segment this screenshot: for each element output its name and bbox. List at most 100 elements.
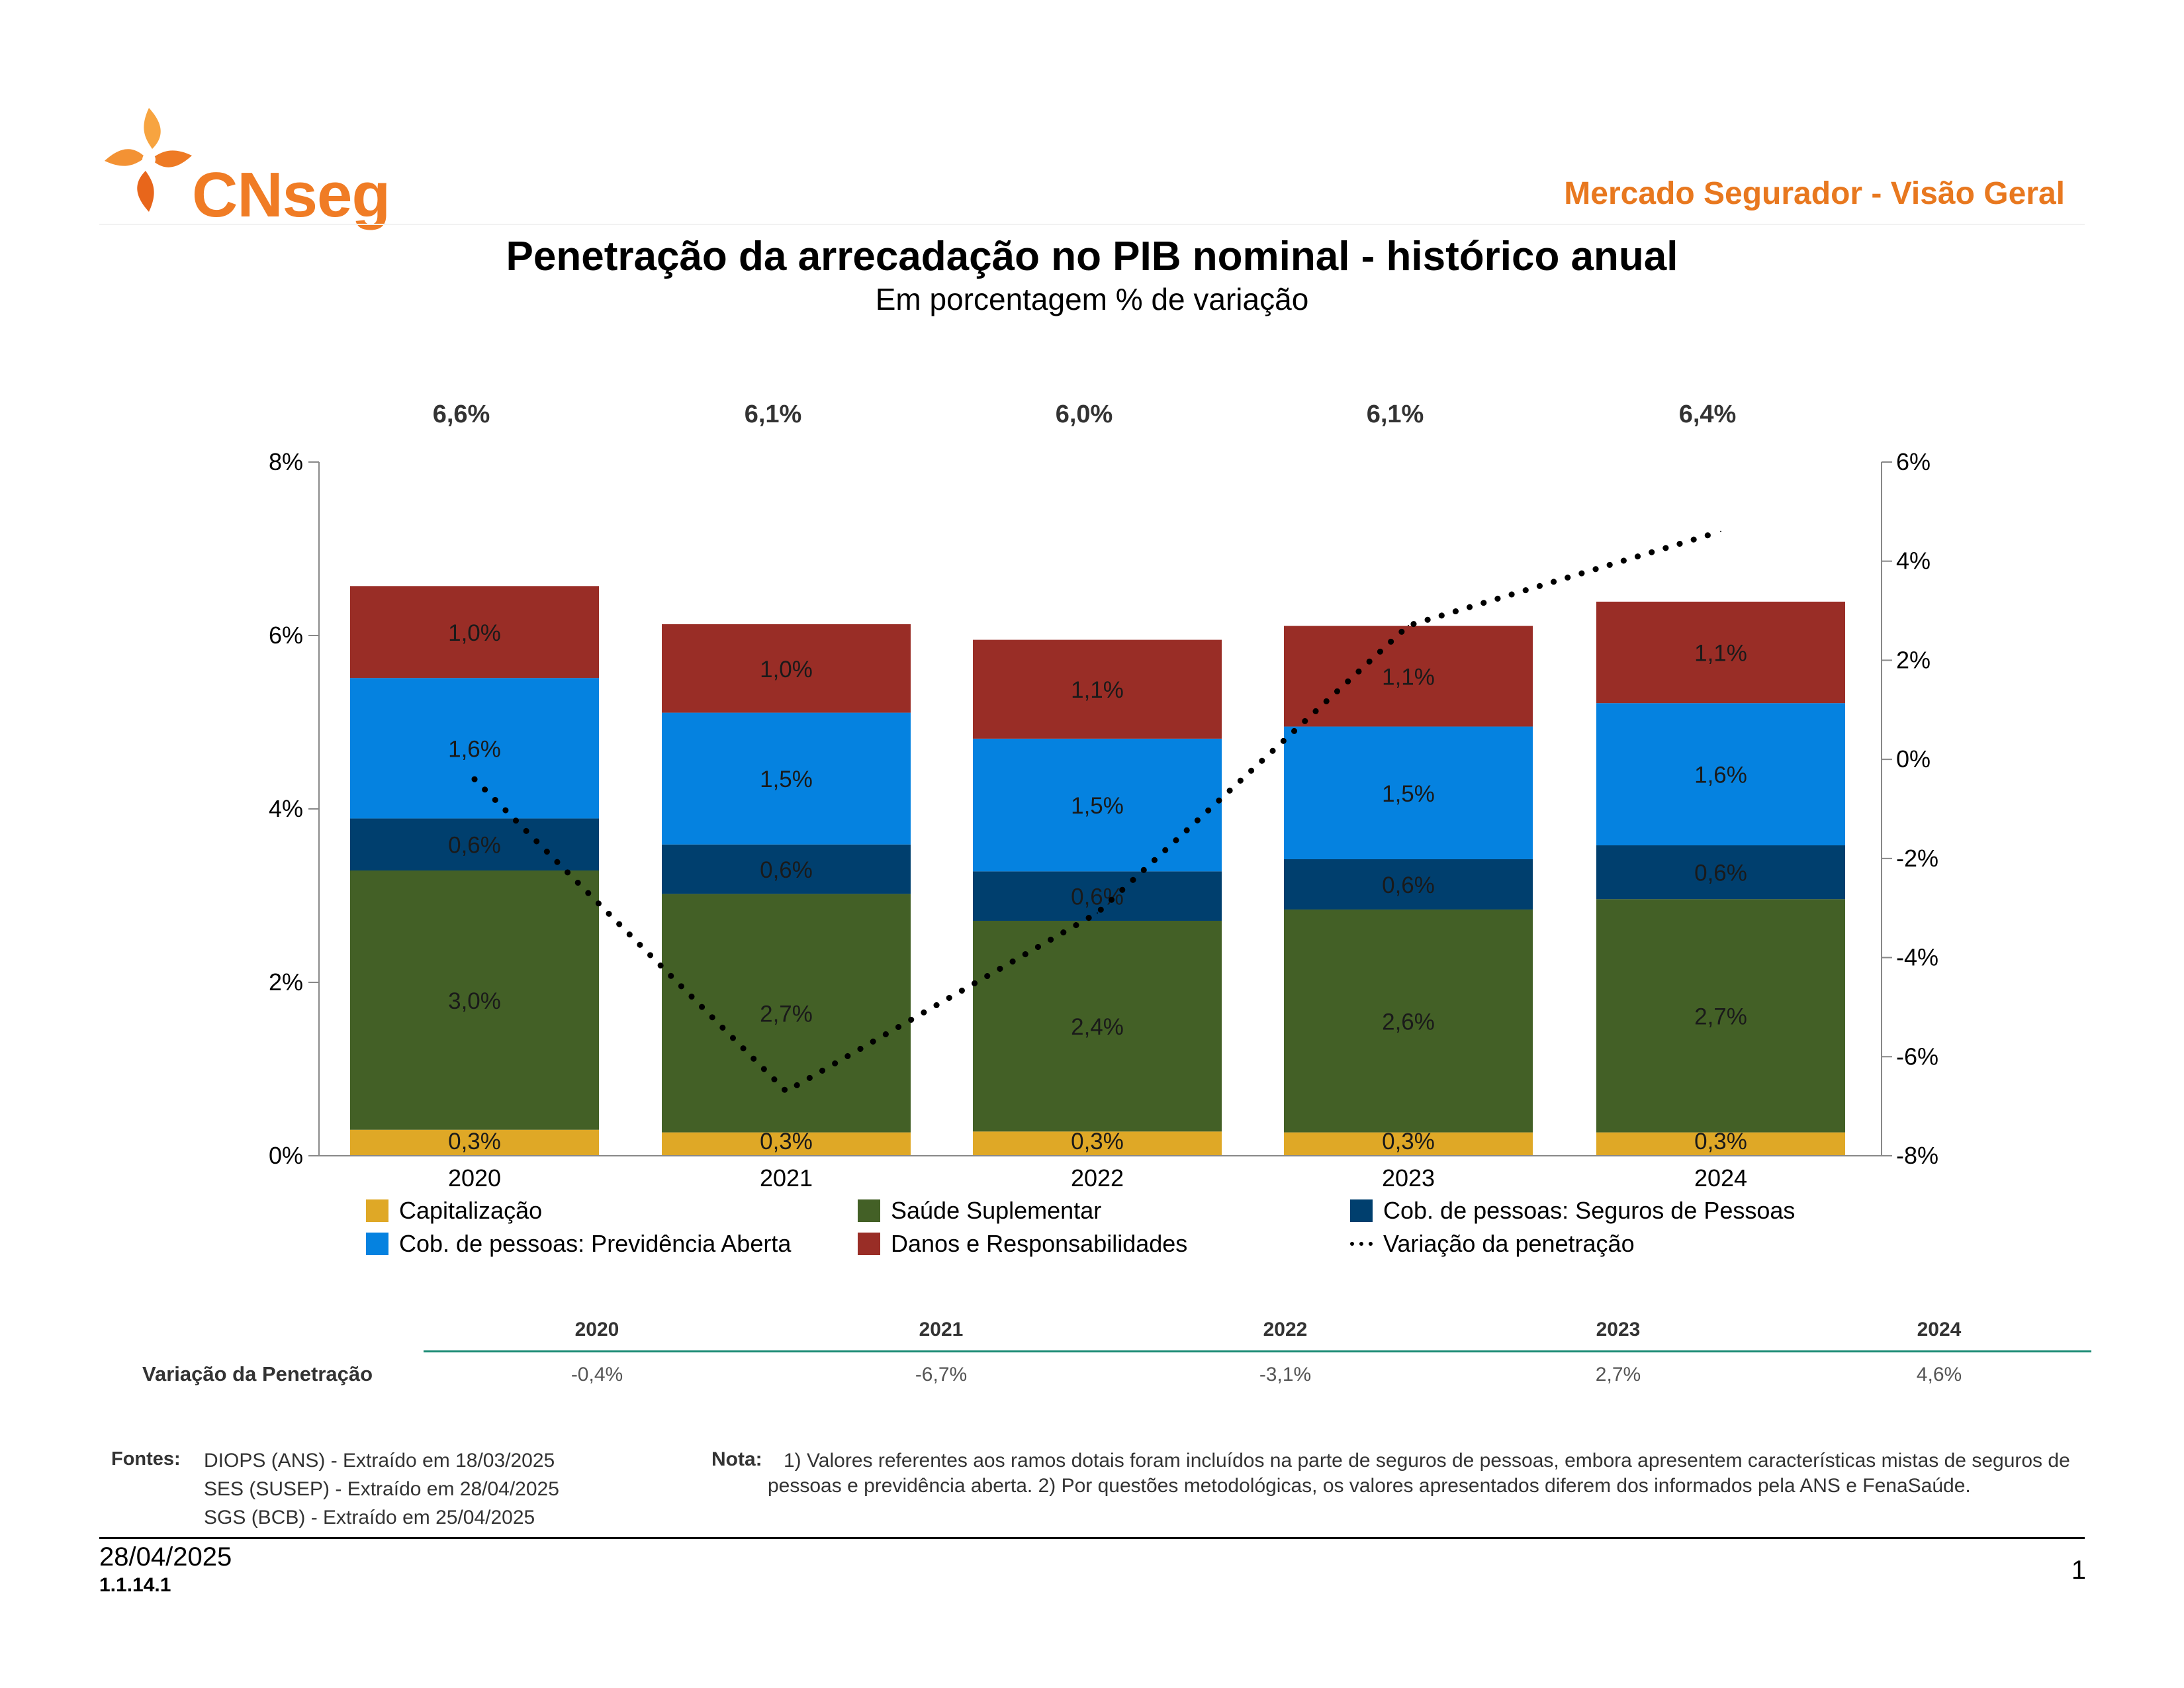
legend-line-marker bbox=[1350, 1233, 1373, 1255]
footer-divider bbox=[99, 1537, 2085, 1539]
bar-value-label: 0,3% bbox=[1694, 1129, 1747, 1154]
bar-value-label: 3,0% bbox=[448, 988, 501, 1014]
bar-total-label: 6,6% bbox=[433, 400, 490, 428]
y-right-tick-label: -2% bbox=[1896, 845, 1938, 872]
bar-value-label: 1,6% bbox=[448, 736, 501, 762]
y-left-tick-label: 0% bbox=[269, 1142, 303, 1169]
legend-label: Variação da penetração bbox=[1383, 1230, 1635, 1257]
sources-label: Fontes: bbox=[111, 1448, 181, 1470]
bar-segment bbox=[1284, 726, 1533, 859]
legend-swatch bbox=[1350, 1199, 1373, 1222]
table-header-2020: 2020 bbox=[574, 1319, 619, 1340]
y-right-tick-label: 6% bbox=[1896, 448, 1931, 475]
bar-segment bbox=[1596, 845, 1845, 900]
bar-value-label: 0,3% bbox=[760, 1129, 813, 1154]
logo-text: CNseg bbox=[192, 160, 390, 230]
table-cell-2024: 4,6% bbox=[1916, 1364, 1962, 1385]
bar-value-label: 2,4% bbox=[1071, 1014, 1124, 1040]
legend-item-previdencia: Cob. de pessoas: Previdência Aberta bbox=[366, 1230, 791, 1258]
bar-value-label: 2,7% bbox=[760, 1002, 813, 1027]
x-tick-label: 2020 bbox=[448, 1164, 501, 1192]
bar-segment bbox=[973, 639, 1222, 739]
bar-segment bbox=[973, 738, 1222, 872]
table-cell-2022: -3,1% bbox=[1259, 1364, 1312, 1385]
bar-segment bbox=[662, 1132, 911, 1156]
bar-total-label: 6,4% bbox=[1679, 400, 1737, 428]
footer-date: 28/04/2025 bbox=[99, 1542, 232, 1571]
y-right-tick-label: 2% bbox=[1896, 646, 1931, 673]
bar-value-label: 2,6% bbox=[1382, 1009, 1435, 1035]
footer-code: 1.1.14.1 bbox=[99, 1574, 171, 1596]
bar-segment bbox=[973, 920, 1222, 1132]
legend-swatch bbox=[366, 1233, 388, 1255]
bar-value-label: 1,0% bbox=[448, 620, 501, 646]
y-right-tick-label: 4% bbox=[1896, 547, 1931, 575]
bar-value-label: 1,5% bbox=[1382, 781, 1435, 807]
note-label: Nota: bbox=[711, 1448, 762, 1470]
bar-value-label: 0,3% bbox=[1071, 1129, 1124, 1154]
bar-segment bbox=[662, 894, 911, 1133]
bar-value-label: 0,6% bbox=[1694, 861, 1747, 886]
bar-segment bbox=[350, 678, 599, 819]
legend-label: Capitalização bbox=[399, 1197, 543, 1224]
bar-segment bbox=[1596, 899, 1845, 1133]
table-cell-2023: 2,7% bbox=[1595, 1364, 1641, 1385]
bar-value-label: 1,5% bbox=[760, 767, 813, 792]
legend-item-seguros-pessoas: Cob. de pessoas: Seguros de Pessoas bbox=[1350, 1197, 1795, 1225]
bar-segment bbox=[350, 1129, 599, 1156]
y-left-tick-label: 8% bbox=[269, 448, 303, 475]
bar-value-label: 0,6% bbox=[1071, 884, 1124, 910]
variation-point bbox=[786, 1090, 787, 1092]
bar-total-label: 6,1% bbox=[745, 400, 802, 428]
legend-label: Cob. de pessoas: Previdência Aberta bbox=[399, 1230, 792, 1257]
table-row-label: Variação da Penetração bbox=[142, 1362, 373, 1385]
cnseg-logo-mark bbox=[105, 108, 192, 212]
page-number: 1 bbox=[2071, 1556, 2086, 1585]
bar-segment bbox=[1596, 703, 1845, 846]
bar-segment bbox=[1596, 601, 1845, 704]
x-tick-label: 2021 bbox=[760, 1164, 813, 1192]
section-title: Mercado Segurador - Visão Geral bbox=[1564, 176, 2065, 211]
header-divider bbox=[99, 224, 2085, 225]
y-right-tick-label: 0% bbox=[1896, 745, 1931, 773]
bar-segment bbox=[350, 870, 599, 1130]
bar-value-label: 1,6% bbox=[1694, 763, 1747, 788]
bar-value-label: 1,5% bbox=[1071, 793, 1124, 819]
bar-segment bbox=[973, 1131, 1222, 1156]
table-divider bbox=[424, 1350, 2091, 1352]
bar-segment bbox=[350, 586, 599, 679]
y-left-tick-label: 2% bbox=[269, 968, 303, 996]
line-layer bbox=[471, 528, 1724, 1096]
bar-value-label: 0,3% bbox=[448, 1129, 501, 1154]
source-item: SGS (BCB) - Extraído em 25/04/2025 bbox=[204, 1507, 535, 1528]
bar-segment bbox=[1284, 1132, 1533, 1156]
bar-segment bbox=[1284, 859, 1533, 910]
bars-layer bbox=[350, 586, 1845, 1156]
bar-value-label: 1,0% bbox=[760, 657, 813, 682]
legend-item-variacao: Variação da penetração bbox=[1350, 1230, 1635, 1258]
variation-line bbox=[471, 528, 1724, 1096]
y-right-tick-label: -4% bbox=[1896, 944, 1938, 971]
variation-point bbox=[1408, 625, 1409, 627]
x-tick-label: 2024 bbox=[1694, 1164, 1747, 1192]
legend-swatch bbox=[366, 1199, 388, 1222]
bar-value-label: 1,1% bbox=[1694, 641, 1747, 667]
table-cell-2020: -0,4% bbox=[570, 1364, 623, 1385]
table-header-2023: 2023 bbox=[1596, 1319, 1641, 1340]
source-item: DIOPS (ANS) - Extraído em 18/03/2025 bbox=[204, 1450, 555, 1472]
bar-value-label: 0,6% bbox=[448, 833, 501, 859]
bar-segment bbox=[1284, 909, 1533, 1133]
bar-value-label: 1,1% bbox=[1071, 677, 1124, 703]
legend-label: Saúde Suplementar bbox=[891, 1197, 1102, 1224]
bar-segment bbox=[662, 712, 911, 845]
legend-label: Cob. de pessoas: Seguros de Pessoas bbox=[1383, 1197, 1796, 1224]
bar-value-label: 0,3% bbox=[1382, 1129, 1435, 1154]
variation-point bbox=[1097, 912, 1098, 914]
variation-point bbox=[474, 778, 475, 780]
y-left-tick-label: 6% bbox=[269, 622, 303, 649]
chart-title: Penetração da arrecadação no PIB nominal… bbox=[506, 234, 1678, 279]
bar-segment bbox=[662, 624, 911, 713]
x-tick-label: 2022 bbox=[1071, 1164, 1124, 1192]
legend-item-capitalizacao: Capitalização bbox=[366, 1197, 542, 1225]
bar-value-label: 0,6% bbox=[760, 857, 813, 883]
